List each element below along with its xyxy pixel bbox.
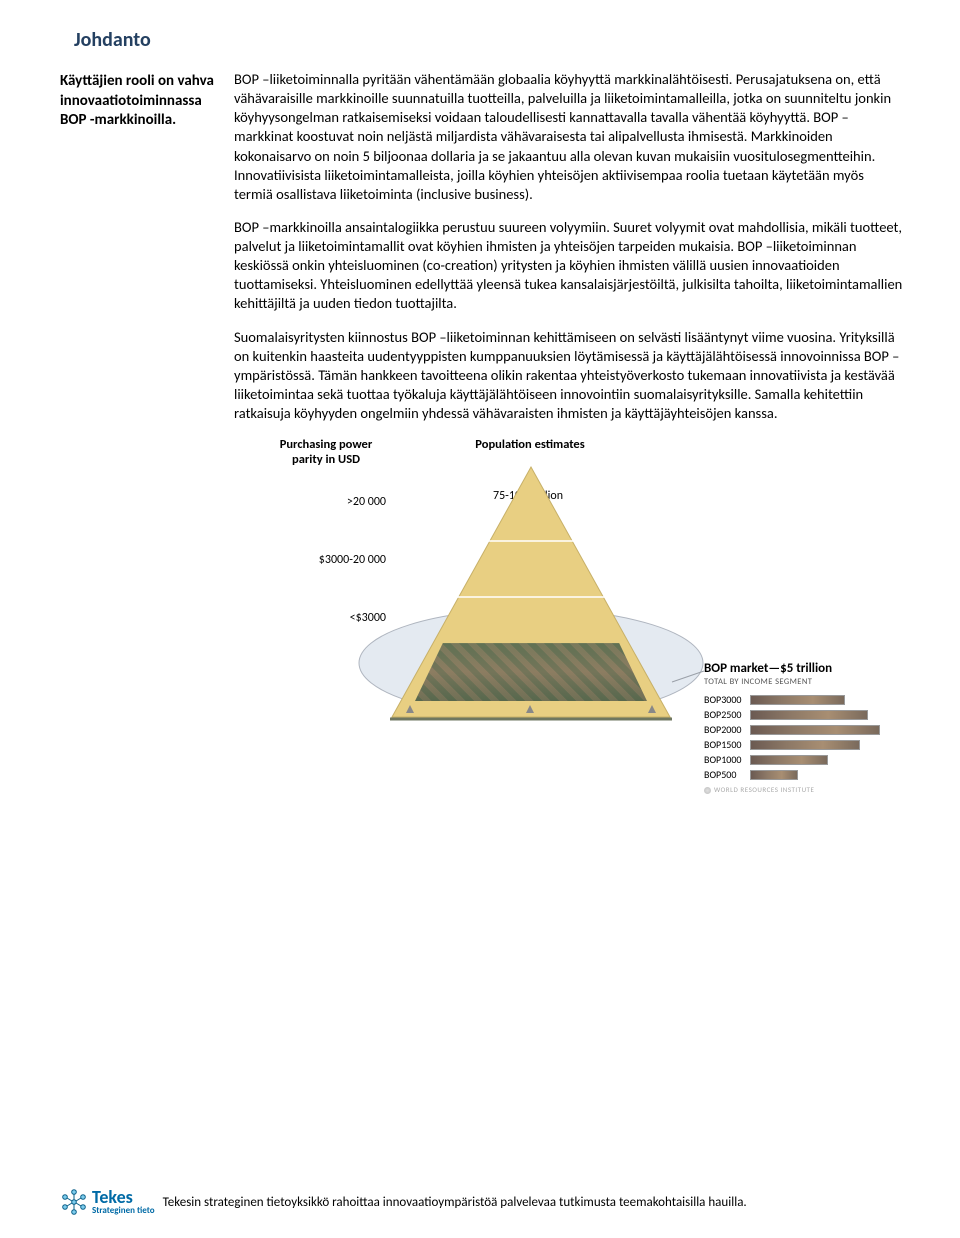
paragraph-3: Suomalaisyritysten kiinnostus BOP –liike…	[234, 328, 904, 424]
bop-row-label: BOP500	[704, 768, 750, 781]
tekes-logo: Tekes Strateginen tieto	[60, 1188, 155, 1216]
bop-row-bar	[750, 695, 845, 705]
bop-row-3: BOP1500	[704, 738, 904, 751]
pyramid-base-photo	[415, 643, 647, 701]
bop-row-label: BOP1000	[704, 753, 750, 766]
page-title: Johdanto	[74, 28, 900, 52]
sidebar-caption: Käyttäjien rooli on vahva innovaatiotoim…	[60, 72, 216, 131]
bop-row-bar	[750, 755, 828, 765]
paragraph-1: BOP –liiketoiminnalla pyritään vähentämä…	[234, 70, 904, 204]
sidebar: Käyttäjien rooli on vahva innovaatiotoim…	[60, 70, 216, 817]
bop-row-bar	[750, 740, 860, 750]
tekes-name: Tekes	[92, 1189, 155, 1205]
bop-row-bar	[750, 725, 880, 735]
bop-row-4: BOP1000	[704, 753, 904, 766]
bop-row-1: BOP2500	[704, 708, 904, 721]
bop-source: WORLD RESOURCES INSTITUTE	[704, 785, 904, 794]
bop-row-2: BOP2000	[704, 723, 904, 736]
tekes-sub: Strateginen tieto	[92, 1206, 155, 1215]
content-row: Käyttäjien rooli on vahva innovaatiotoim…	[60, 70, 900, 817]
bop-row-bar	[750, 710, 868, 720]
footer-text: Tekesin strateginen tietoyksikkö rahoitt…	[163, 1195, 747, 1210]
bop-row-label: BOP3000	[704, 693, 750, 706]
bop-row-label: BOP1500	[704, 738, 750, 751]
bop-row-0: BOP3000	[704, 693, 904, 706]
bop-row-label: BOP2000	[704, 723, 750, 736]
page-footer: Tekes Strateginen tieto Tekesin strategi…	[60, 1188, 900, 1216]
bop-subtitle: TOTAL BY INCOME SEGMENT	[704, 677, 904, 687]
bop-rows: BOP3000 BOP2500 BOP2000 BOP1500 BOP1000 BOP50…	[704, 693, 904, 781]
bop-row-bar	[750, 770, 798, 780]
bop-row-label: BOP2500	[704, 708, 750, 721]
paragraph-2: BOP –markkinoilla ansaintalogiikka perus…	[234, 218, 904, 314]
bop-market-panel: BOP market—$5 trillion TOTAL BY INCOME S…	[704, 661, 904, 794]
snowflake-icon	[60, 1188, 88, 1216]
bop-title: BOP market—$5 trillion	[704, 661, 904, 676]
bop-row-5: BOP500	[704, 768, 904, 781]
pyramid-diagram: Purchasing power parity in USD Populatio…	[234, 437, 904, 817]
main-column: BOP –liiketoiminnalla pyritään vähentämä…	[234, 70, 904, 817]
